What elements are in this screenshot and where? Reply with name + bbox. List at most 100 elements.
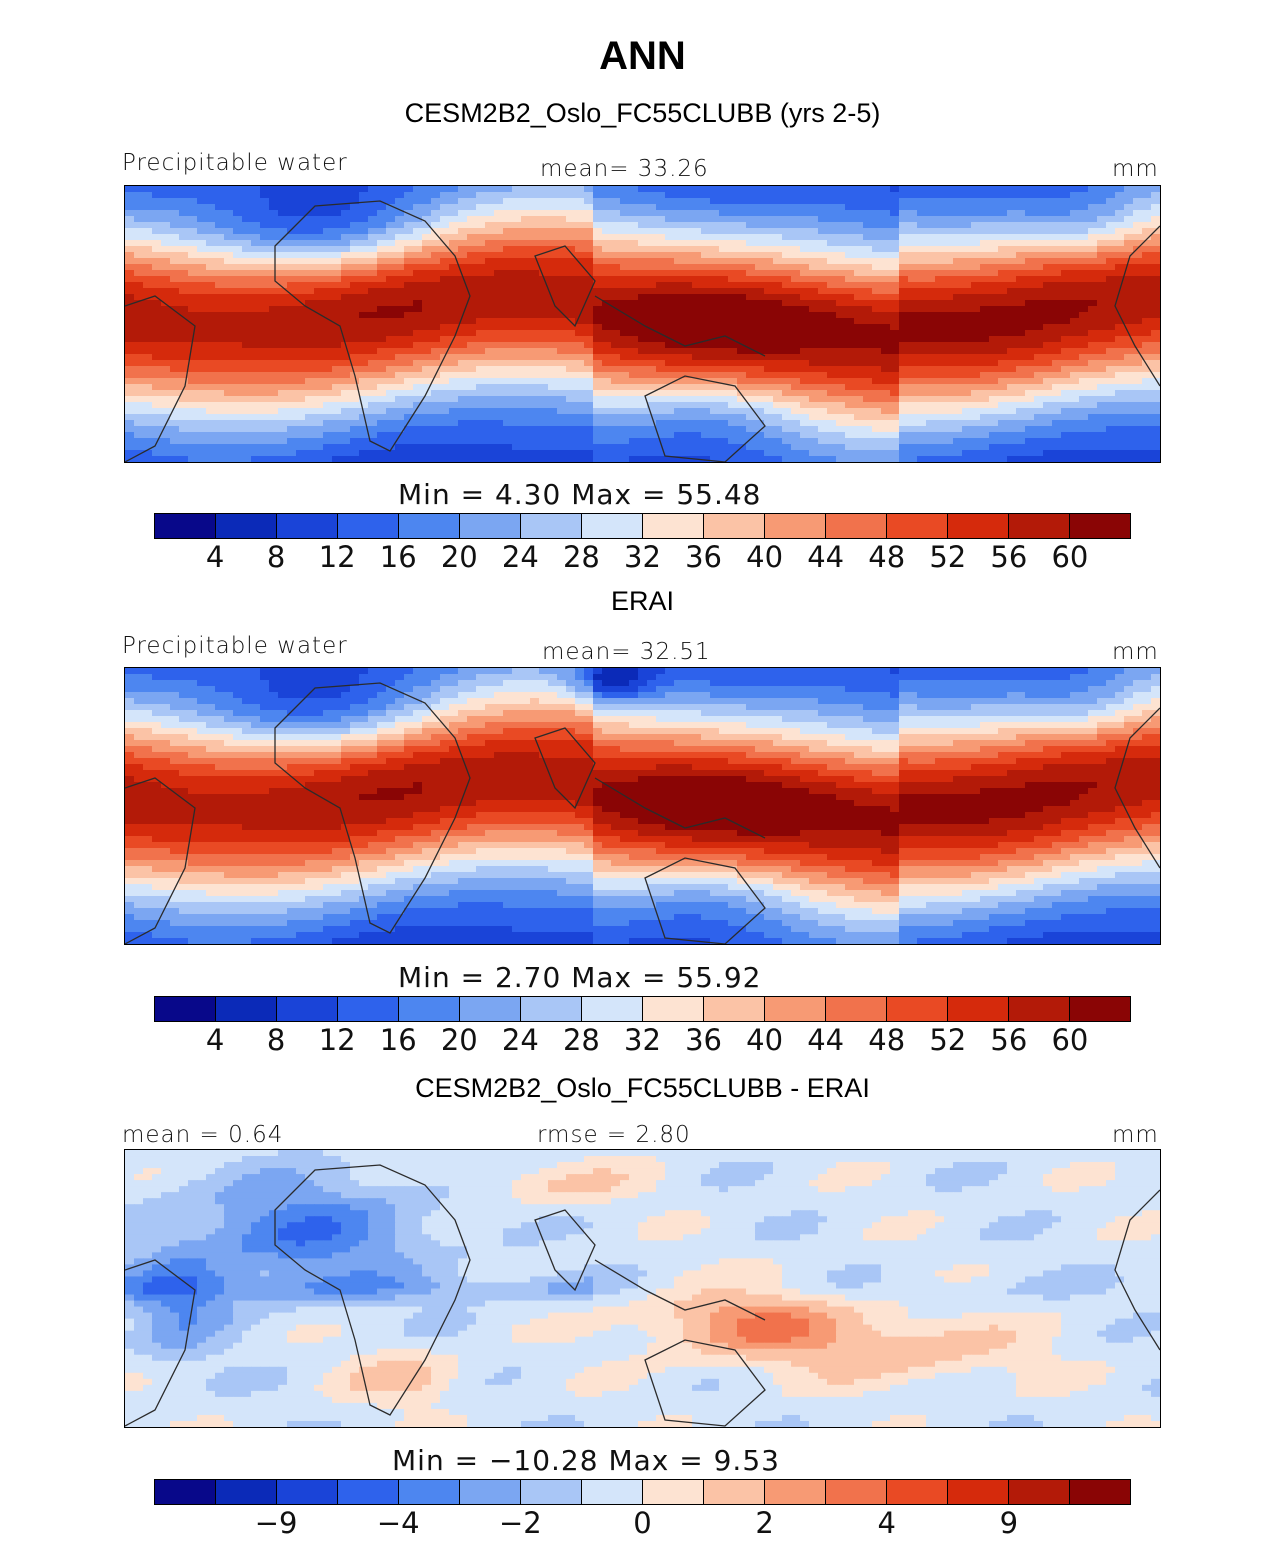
map-cell <box>215 252 225 259</box>
map-cell <box>674 222 684 229</box>
map-cell <box>872 294 882 301</box>
map-cell <box>557 216 567 223</box>
map-cell <box>944 228 954 235</box>
map-cell <box>602 288 612 295</box>
map-cell <box>872 336 882 343</box>
map-cell <box>602 402 612 409</box>
map-cell <box>503 324 513 331</box>
map-cell <box>197 372 207 379</box>
map-cell <box>1124 324 1134 331</box>
map-cell <box>440 402 450 409</box>
map-cell <box>332 186 342 193</box>
map-cell <box>881 384 891 391</box>
map-cell <box>1052 366 1062 373</box>
map-cell <box>386 216 396 223</box>
map-cell <box>665 330 675 337</box>
map-cell <box>386 426 396 433</box>
map-cell <box>422 360 432 367</box>
map-cell <box>728 186 738 193</box>
map-cell <box>755 402 765 409</box>
map-cell <box>386 288 396 295</box>
map-cell <box>629 270 639 277</box>
map-cell <box>962 342 972 349</box>
map-cell <box>746 360 756 367</box>
map-cell <box>584 348 594 355</box>
map-cell <box>179 348 189 355</box>
map-cell <box>719 420 729 427</box>
map-cell <box>899 306 909 313</box>
map-cell <box>359 318 369 325</box>
map-cell <box>350 438 360 445</box>
map-cell <box>260 348 270 355</box>
map-cell <box>566 282 576 289</box>
map-cell <box>935 420 945 427</box>
map-cell <box>701 432 711 439</box>
map-cell <box>1151 276 1160 283</box>
map-cell <box>773 228 783 235</box>
map-cell <box>899 264 909 271</box>
map-cell <box>701 324 711 331</box>
map-cell <box>791 354 801 361</box>
map-cell <box>260 312 270 319</box>
map-cell <box>584 216 594 223</box>
map-cell <box>440 432 450 439</box>
map-cell <box>674 246 684 253</box>
map-cell <box>1088 246 1098 253</box>
map-cell <box>629 390 639 397</box>
map-cell <box>125 336 135 343</box>
map-cell <box>836 216 846 223</box>
map-cell <box>548 354 558 361</box>
map-cell <box>449 390 459 397</box>
map-cell <box>314 258 324 265</box>
map-cell <box>674 258 684 265</box>
map-cell <box>476 252 486 259</box>
map-cell <box>1142 408 1152 415</box>
map-cell <box>548 246 558 253</box>
map-cell <box>206 252 216 259</box>
map-cell <box>386 210 396 217</box>
map-cell <box>179 432 189 439</box>
map-cell <box>800 414 810 421</box>
map-cell <box>386 300 396 307</box>
map-cell <box>485 402 495 409</box>
map-cell <box>1016 420 1026 427</box>
map-cell <box>260 240 270 247</box>
map-cell <box>1133 366 1143 373</box>
map-cell <box>656 366 666 373</box>
map-cell <box>170 324 180 331</box>
map-cell <box>161 318 171 325</box>
map-cell <box>737 222 747 229</box>
map-cell <box>368 408 378 415</box>
map-cell <box>1097 228 1107 235</box>
map-cell <box>548 420 558 427</box>
map-cell <box>935 294 945 301</box>
map-cell <box>287 330 297 337</box>
map-cell <box>485 282 495 289</box>
map-cell <box>548 366 558 373</box>
map-cell <box>1034 342 1044 349</box>
map-cell <box>602 318 612 325</box>
map-cell <box>1007 264 1017 271</box>
map-cell <box>251 192 261 199</box>
map-cell <box>953 210 963 217</box>
map-cell <box>683 276 693 283</box>
map-cell <box>233 444 243 451</box>
map-cell <box>557 198 567 205</box>
map-cell <box>1052 264 1062 271</box>
map-cell <box>890 420 900 427</box>
map-cell <box>143 222 153 229</box>
map-cell <box>1151 324 1160 331</box>
map-cell <box>332 306 342 313</box>
map-cell <box>611 378 621 385</box>
map-cell <box>404 336 414 343</box>
map-cell <box>314 222 324 229</box>
map-cell <box>1025 408 1035 415</box>
map-cell <box>953 240 963 247</box>
map-cell <box>206 318 216 325</box>
map-cell <box>431 222 441 229</box>
map-cell <box>1034 210 1044 217</box>
map-cell <box>125 288 135 295</box>
map-cell <box>188 318 198 325</box>
map-cell <box>944 288 954 295</box>
map-cell <box>1088 402 1098 409</box>
